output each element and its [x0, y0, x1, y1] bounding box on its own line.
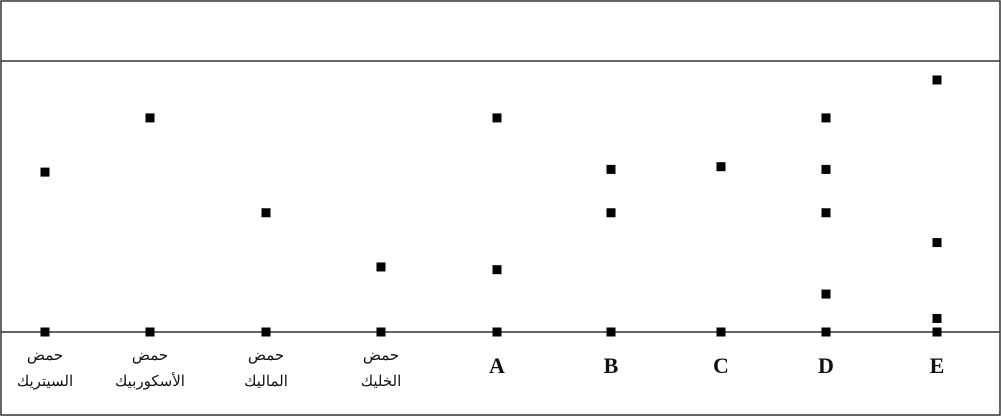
spot-A-1 — [492, 113, 502, 123]
spot-citric-1 — [40, 167, 50, 177]
lane-D — [821, 113, 831, 337]
spot-E-1 — [932, 75, 942, 85]
spot-D-1 — [821, 113, 831, 123]
lane-B — [606, 164, 616, 337]
spot-C-1 — [716, 162, 726, 172]
spot-A-2 — [492, 265, 502, 275]
spot-malic-1 — [261, 208, 271, 218]
spot-E-2 — [932, 238, 942, 248]
lane-malic — [261, 208, 271, 337]
origin-spot-C — [716, 327, 726, 337]
origin-spot-malic — [261, 327, 271, 337]
origin-spot-D — [821, 327, 831, 337]
lane-label-B: B — [604, 353, 619, 378]
lane-A — [492, 113, 502, 337]
spot-E-3 — [932, 313, 942, 323]
lane-oxalic — [376, 262, 386, 337]
spot-D-3 — [821, 208, 831, 218]
lane-label-C: C — [713, 353, 729, 378]
origin-spot-citric — [40, 327, 50, 337]
spot-oxalic-1 — [376, 262, 386, 272]
origin-spot-ascorbic — [145, 327, 155, 337]
lanes-layer — [40, 75, 942, 337]
origin-spot-A — [492, 327, 502, 337]
spot-ascorbic-1 — [145, 113, 155, 123]
lane-label-malic-line-2: الماليك — [244, 372, 288, 390]
origin-spot-E — [932, 327, 942, 337]
origin-spot-B — [606, 327, 616, 337]
lane-label-oxalic-line-1: حمض — [363, 346, 399, 364]
lane-label-E: E — [930, 353, 945, 378]
lane-label-ascorbic-line-1: حمض — [132, 346, 168, 364]
spot-D-4 — [821, 289, 831, 299]
lane-citric — [40, 167, 50, 337]
spot-B-2 — [606, 208, 616, 218]
lane-E — [932, 75, 942, 337]
origin-spot-oxalic — [376, 327, 386, 337]
labels-layer: حمض السيتريك حمض الأسكوربيك حمض الماليك حمض الخ… — [17, 346, 944, 390]
lane-label-malic-line-1: حمض — [248, 346, 284, 364]
spot-D-2 — [821, 164, 831, 174]
lane-label-oxalic-line-2: الخليك — [361, 372, 402, 390]
lane-label-ascorbic-line-2: الأسكوربيك — [115, 372, 185, 390]
spot-B-1 — [606, 164, 616, 174]
lane-label-A: A — [489, 353, 505, 378]
lane-ascorbic — [145, 113, 155, 337]
lane-label-citric-line-2: السيتريك — [17, 372, 73, 390]
lane-label-citric-line-1: حمض — [27, 346, 63, 364]
lane-label-D: D — [818, 353, 834, 378]
lane-C — [716, 162, 726, 337]
